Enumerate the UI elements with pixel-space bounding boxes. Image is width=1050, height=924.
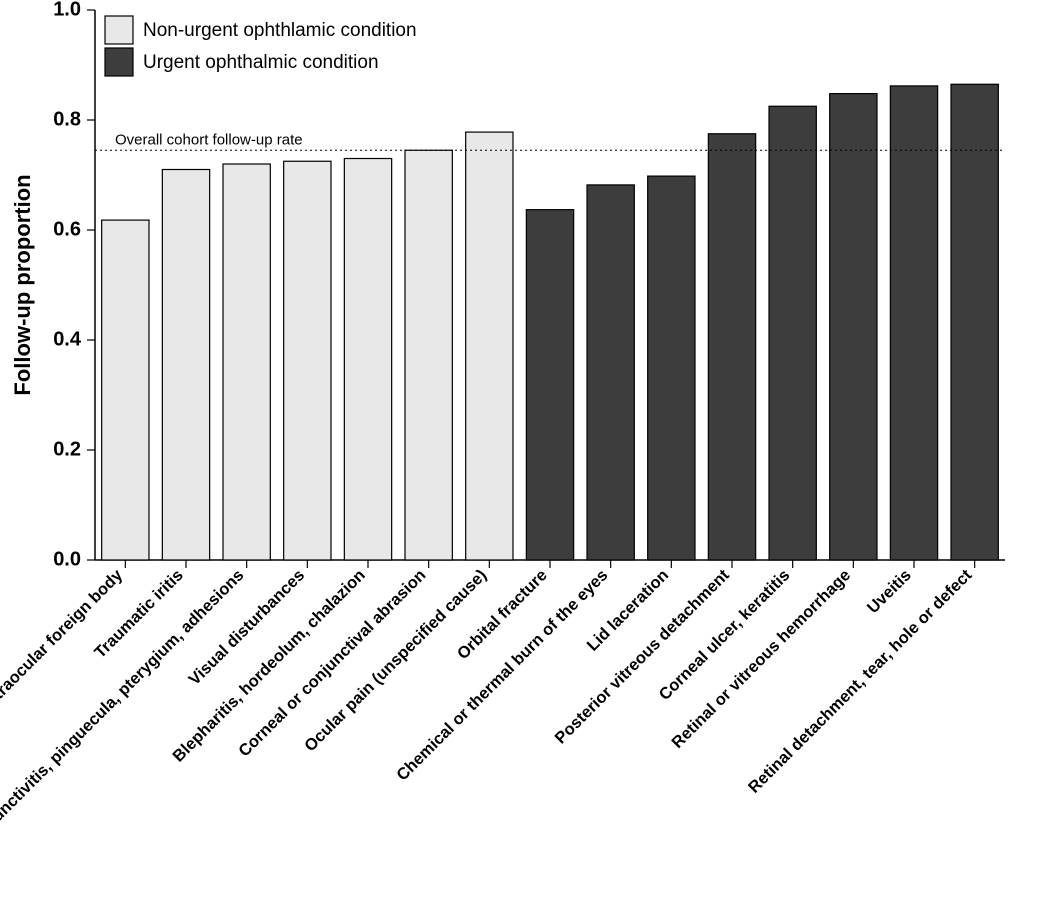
legend-label: Urgent ophthalmic condition: [143, 52, 379, 73]
legend-label: Non-urgent ophthlamic condition: [143, 20, 417, 41]
y-tick-label: 0.0: [53, 548, 81, 570]
bar: [587, 185, 634, 560]
bar: [708, 134, 755, 560]
bar: [223, 164, 270, 560]
bar: [466, 132, 513, 560]
bar: [951, 84, 998, 560]
y-axis-label: Follow-up proportion: [10, 174, 35, 395]
reference-line-label: Overall cohort follow-up rate: [115, 131, 303, 148]
legend-swatch: [105, 48, 133, 76]
bar: [769, 106, 816, 560]
bar: [344, 159, 391, 561]
bar: [526, 210, 573, 560]
y-tick-label: 0.4: [53, 328, 82, 350]
bar: [162, 170, 209, 561]
bar: [405, 150, 452, 560]
bar: [890, 86, 937, 560]
y-tick-label: 0.6: [53, 218, 81, 240]
bar: [648, 176, 695, 560]
legend-swatch: [105, 16, 133, 44]
chart-container: 0.00.20.40.60.81.0Follow-up proportionEx…: [0, 0, 1050, 924]
bar-chart: 0.00.20.40.60.81.0Follow-up proportionEx…: [0, 0, 1050, 924]
bar: [830, 94, 877, 560]
bar: [284, 161, 331, 560]
y-tick-label: 1.0: [53, 0, 81, 20]
bar: [102, 220, 149, 560]
y-tick-label: 0.2: [53, 438, 81, 460]
y-tick-label: 0.8: [53, 108, 81, 130]
